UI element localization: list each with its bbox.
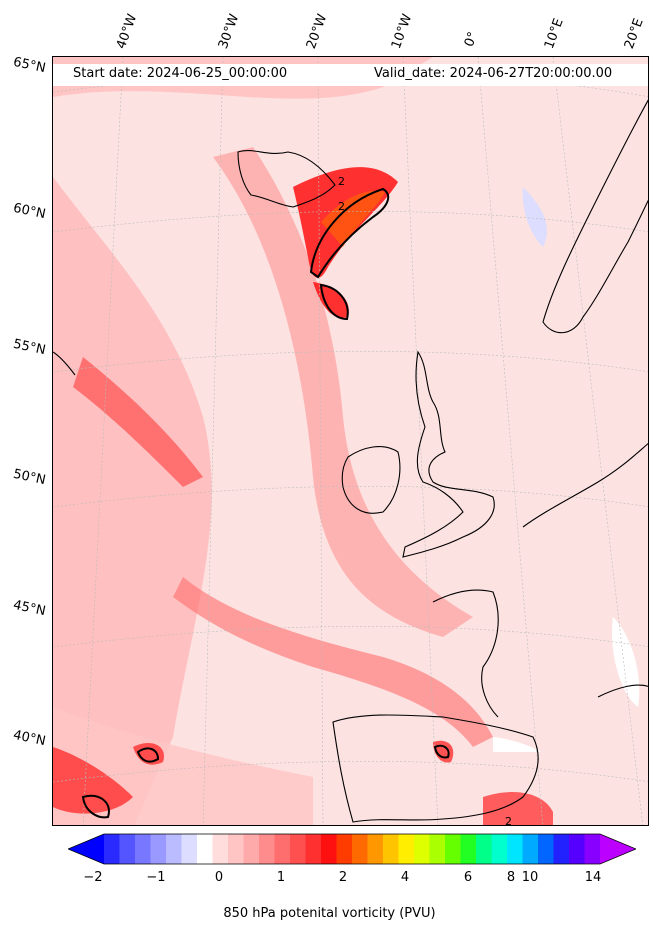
colorbar-tick-label: −2 [83,870,103,885]
colorbar-bin [212,834,229,864]
colorbar-bin [228,834,244,864]
pv-contour-faroe [319,283,349,321]
colorbar-title: 850 hPa potenital vorticity (PVU) [223,906,436,921]
pv-contour-label: 2 [338,200,345,213]
colorbar-extend-max [600,834,636,864]
colorbar-bin [569,834,585,864]
pv-contour-label: 2 [505,815,512,826]
pv-maximum [483,792,553,825]
valid-date-label: Valid_date: 2024-06-27T20:00:00.00 [374,66,613,81]
great-britain-coast [402,350,495,558]
pv-maximum [53,747,133,814]
colorbar-bin [119,834,136,864]
colorbar-bin [445,834,461,864]
colorbar-bin [476,834,492,864]
colorbar-extend-min [68,834,104,864]
iberia-coast [332,714,539,823]
colorbar-bin [305,834,322,864]
colorbar-bin [414,834,430,864]
low-pv-region [493,737,541,752]
colorbar-tick-label: 1 [276,870,286,885]
lon-label-0: 0° [461,29,482,49]
colorbar-bin [553,834,570,864]
lat-label-50n: 50°N [11,466,47,489]
lon-label-20e: 20°E [621,16,647,51]
iceland-coast [237,150,336,208]
france-coast [432,589,499,718]
colorbar [68,833,636,865]
colorbar-bin [429,834,446,864]
colorbar-bin [135,834,151,864]
colorbar-tick-label: 0 [214,870,224,885]
start-date-label: Start date: 2024-06-25_00:00:00 [73,66,288,81]
continental-coast [522,442,648,528]
lat-label-45n: 45°N [11,597,47,620]
colorbar-bin [197,834,213,864]
colorbar-bin [383,834,399,864]
pv-contour-iberia [433,744,450,759]
colorbar-bin [321,834,337,864]
colorbar-bin [259,834,275,864]
colorbar-tick-label: 14 [584,870,602,885]
colorbar-bin [150,834,167,864]
colorbar-bin [274,834,291,864]
colorbar-tick-label: 10 [521,870,539,885]
pv-band [53,177,212,825]
lon-label-30w: 30°W [215,12,243,51]
colorbar-tick-label: −1 [146,870,166,885]
colorbar-bin [104,834,120,864]
colorbar-tick-label: 6 [463,870,473,885]
pv-2-contours [81,187,450,819]
lat-label-55n: 55°N [11,336,47,359]
low-pv-region [612,617,640,707]
colorbar-bin [352,834,368,864]
lon-label-10e: 10°E [541,16,567,51]
pv-contour-sw [81,794,110,819]
pv-field: 2 2 2 [53,57,648,826]
colorbar-bin [538,834,554,864]
colorbar-bin [336,834,353,864]
colorbar-tick-label: 8 [506,870,516,885]
negative-pv-region [522,187,547,247]
colorbar-bin [507,834,523,864]
pv-contour-label: 2 [338,175,345,188]
pv-band [173,577,493,747]
lat-label-60n: 60°N [11,200,47,223]
colorbar-bin [243,834,260,864]
scandinavia-coast [542,99,648,334]
lon-label-40w: 40°W [113,12,141,51]
colorbar-outline [68,833,636,865]
greenland-edge-coast [53,351,76,376]
pv-contour-azores [136,747,160,763]
pv-core [321,190,385,247]
colorbar-bin [460,834,477,864]
header-strip [53,64,648,86]
coastlines [53,99,648,823]
colorbar-bin [181,834,198,864]
colorbar-bin [522,834,539,864]
colorbar-bin [367,834,384,864]
colorbar-tick-label: 4 [400,870,410,885]
lat-label-40n: 40°N [11,727,47,750]
lon-label-10w: 10°W [388,12,416,51]
colorbar-bin [584,834,601,864]
ireland-coast [341,446,401,514]
colorbar-tick-label: 2 [338,870,348,885]
colorbar-bin [491,834,508,864]
pv-contour-iceland [309,187,390,279]
lon-label-20w: 20°W [303,12,331,51]
colorbar-bin [166,834,182,864]
pv-band [213,147,473,637]
italy-coast [597,684,648,698]
colorbar-bin [290,834,306,864]
map-panel: 2 2 2 [52,56,649,826]
lat-label-65n: 65°N [11,54,47,77]
colorbar-bin [398,834,415,864]
